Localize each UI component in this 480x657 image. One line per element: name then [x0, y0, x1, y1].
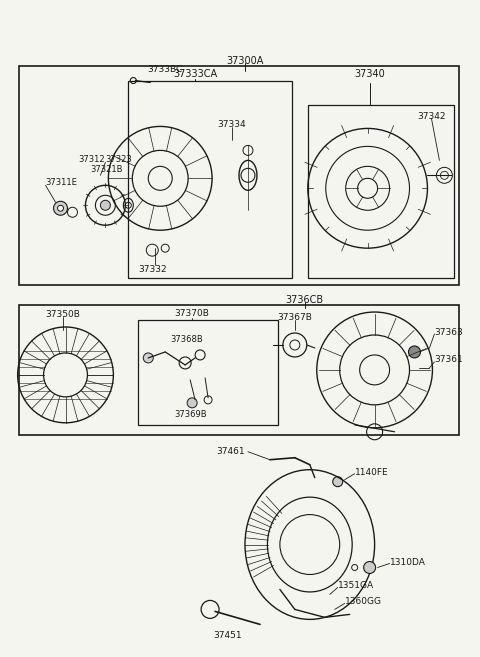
Text: 37332: 37332 — [138, 265, 167, 274]
Text: 37369B: 37369B — [174, 410, 206, 419]
Text: 3736CB: 3736CB — [286, 295, 324, 305]
Text: 37300A: 37300A — [226, 56, 264, 66]
Bar — [138, 320, 278, 425]
Bar — [19, 66, 459, 285]
Bar — [128, 81, 292, 278]
Text: 37321B: 37321B — [90, 166, 123, 174]
Text: 37334: 37334 — [218, 120, 246, 129]
Circle shape — [187, 398, 197, 408]
Text: 1360GG: 1360GG — [345, 597, 382, 606]
Text: 37311E: 37311E — [46, 178, 77, 187]
Text: 1351GA: 1351GA — [338, 581, 374, 591]
Text: 37361: 37361 — [434, 355, 463, 364]
Circle shape — [54, 201, 68, 215]
Text: 37350B: 37350B — [45, 310, 80, 319]
Circle shape — [408, 346, 420, 358]
Text: 37367B: 37367B — [277, 313, 312, 322]
Text: 3733BC: 3733BC — [147, 64, 183, 74]
Circle shape — [333, 477, 343, 487]
Text: 37323: 37323 — [106, 155, 132, 164]
Text: 37363: 37363 — [434, 328, 463, 337]
Circle shape — [364, 562, 376, 574]
Text: 1310DA: 1310DA — [390, 558, 425, 566]
Circle shape — [144, 353, 153, 363]
Circle shape — [58, 205, 63, 212]
Text: 37451: 37451 — [214, 631, 242, 641]
Text: 37342: 37342 — [417, 112, 446, 122]
Text: 1140FE: 1140FE — [355, 468, 388, 477]
Bar — [19, 305, 459, 435]
Circle shape — [100, 200, 110, 210]
Text: 37368B: 37368B — [170, 335, 203, 344]
Text: 37370B: 37370B — [175, 309, 210, 318]
Text: 37340: 37340 — [354, 68, 385, 79]
Bar — [308, 106, 455, 278]
Text: 37312: 37312 — [78, 155, 105, 164]
Text: 37333CA: 37333CA — [173, 68, 217, 79]
Text: 37461: 37461 — [216, 447, 245, 456]
